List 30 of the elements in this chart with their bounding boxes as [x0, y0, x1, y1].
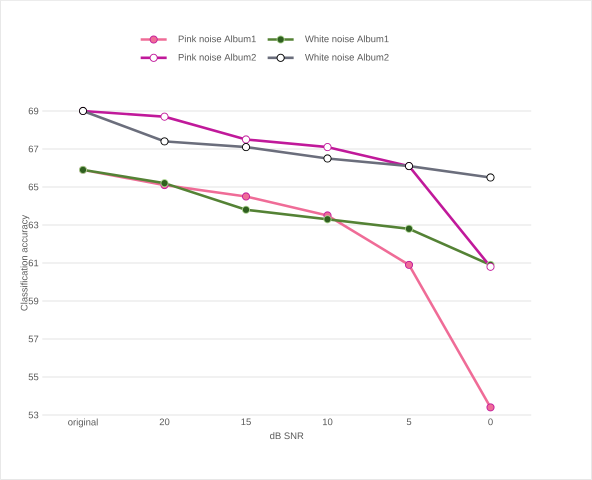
- point: [404, 224, 414, 233]
- y-axis-title: Classification accuracy: [20, 214, 30, 311]
- point: [160, 112, 169, 121]
- point: [242, 192, 250, 201]
- x-tick-label: 15: [241, 418, 251, 426]
- y-tick-label: 67: [28, 146, 38, 152]
- point: [242, 135, 250, 144]
- legend-label: Pink noise Album2: [178, 54, 256, 61]
- x-tick-label: 0: [488, 418, 493, 426]
- y-tick-label: 69: [28, 108, 38, 114]
- y-tick-label: 65: [28, 184, 38, 190]
- y-tick-label: 59: [28, 298, 38, 304]
- y-tick-label: 55: [28, 374, 38, 380]
- point: [323, 143, 332, 152]
- y-tick-label: 53: [28, 412, 38, 418]
- point: [242, 206, 250, 214]
- point: [404, 260, 414, 269]
- y-tick-label: 57: [28, 336, 38, 342]
- y-tick-label: 61: [28, 260, 38, 266]
- legend-label: White noise Album1: [304, 35, 389, 42]
- point: [486, 403, 495, 412]
- x-tick-label: 5: [406, 418, 412, 426]
- point: [323, 215, 332, 224]
- x-tick-label: 10: [322, 418, 332, 426]
- y-tick-label: 63: [28, 222, 38, 228]
- x-tick-label: 20: [160, 418, 170, 426]
- x-tick-label: original: [68, 418, 98, 428]
- x-axis-title: dB SNR: [270, 432, 304, 440]
- legend-label: Pink noise Album1: [178, 35, 256, 42]
- legend-label: White noise Album2: [304, 54, 389, 61]
